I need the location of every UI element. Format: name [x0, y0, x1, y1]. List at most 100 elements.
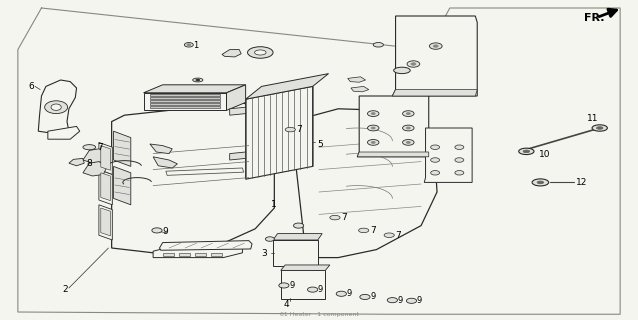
Text: 61 Heater   1 component: 61 Heater 1 component [279, 312, 359, 317]
Polygon shape [83, 162, 107, 176]
Ellipse shape [367, 140, 379, 145]
Polygon shape [114, 131, 131, 166]
Ellipse shape [597, 127, 603, 129]
Polygon shape [99, 142, 112, 174]
Ellipse shape [196, 79, 200, 81]
Ellipse shape [184, 43, 193, 47]
Text: 9: 9 [162, 227, 168, 236]
Ellipse shape [394, 67, 410, 74]
Text: 7: 7 [341, 213, 347, 222]
Ellipse shape [152, 228, 162, 233]
Ellipse shape [431, 171, 440, 175]
Ellipse shape [403, 125, 414, 131]
Polygon shape [246, 74, 329, 99]
Ellipse shape [384, 233, 394, 237]
Ellipse shape [431, 145, 440, 149]
Text: 11: 11 [587, 114, 598, 123]
Text: 6: 6 [28, 82, 34, 91]
Ellipse shape [279, 283, 289, 288]
Text: 1: 1 [271, 200, 277, 209]
Polygon shape [392, 90, 477, 96]
Ellipse shape [403, 140, 414, 145]
Polygon shape [101, 173, 110, 201]
Ellipse shape [285, 127, 295, 132]
Text: 1: 1 [193, 41, 198, 50]
Polygon shape [150, 94, 220, 96]
Text: 7: 7 [297, 125, 302, 134]
Ellipse shape [407, 61, 420, 67]
Polygon shape [351, 86, 369, 92]
Ellipse shape [193, 78, 203, 82]
Ellipse shape [51, 104, 61, 110]
Text: 10: 10 [539, 150, 551, 159]
Polygon shape [150, 103, 220, 105]
Ellipse shape [455, 158, 464, 162]
Ellipse shape [371, 113, 375, 115]
Polygon shape [211, 253, 222, 256]
Ellipse shape [455, 171, 464, 175]
Ellipse shape [455, 145, 464, 149]
Polygon shape [150, 144, 172, 154]
Polygon shape [99, 170, 112, 205]
Polygon shape [48, 126, 80, 139]
Ellipse shape [373, 43, 383, 47]
Polygon shape [83, 149, 107, 163]
Ellipse shape [387, 298, 397, 303]
Ellipse shape [293, 223, 304, 228]
Polygon shape [357, 96, 429, 157]
Ellipse shape [45, 101, 68, 114]
Polygon shape [424, 128, 472, 182]
Ellipse shape [431, 158, 440, 162]
Polygon shape [99, 205, 112, 240]
Text: 9: 9 [346, 289, 352, 298]
Text: 12: 12 [576, 178, 588, 187]
Text: 7: 7 [396, 231, 401, 240]
Polygon shape [246, 86, 313, 179]
Ellipse shape [367, 125, 379, 131]
Text: 9: 9 [370, 292, 375, 301]
Polygon shape [179, 253, 190, 256]
Polygon shape [226, 85, 246, 110]
Ellipse shape [367, 111, 379, 116]
Polygon shape [392, 16, 477, 96]
Ellipse shape [429, 43, 442, 49]
Polygon shape [166, 168, 244, 175]
Polygon shape [281, 265, 330, 270]
Polygon shape [273, 240, 318, 266]
Polygon shape [114, 166, 131, 205]
Polygon shape [144, 85, 246, 93]
Ellipse shape [406, 298, 417, 303]
Ellipse shape [371, 141, 375, 143]
Ellipse shape [592, 125, 607, 131]
Ellipse shape [411, 63, 416, 65]
Ellipse shape [537, 181, 544, 184]
Ellipse shape [330, 215, 340, 220]
Ellipse shape [248, 47, 273, 58]
Text: 7: 7 [97, 143, 103, 152]
Ellipse shape [308, 287, 318, 292]
Polygon shape [281, 270, 325, 299]
Ellipse shape [403, 111, 414, 116]
Text: 9: 9 [397, 296, 403, 305]
Polygon shape [153, 243, 242, 258]
Polygon shape [348, 77, 366, 82]
Polygon shape [163, 253, 174, 256]
Text: 5: 5 [318, 140, 323, 148]
Polygon shape [150, 100, 220, 102]
Polygon shape [144, 93, 226, 110]
Text: FR.: FR. [584, 12, 604, 23]
Polygon shape [230, 152, 246, 160]
Text: 9: 9 [318, 285, 323, 294]
Polygon shape [153, 157, 177, 168]
Text: 8: 8 [87, 159, 93, 168]
Polygon shape [38, 80, 77, 134]
Ellipse shape [519, 148, 534, 155]
Ellipse shape [532, 179, 549, 186]
Polygon shape [230, 107, 246, 115]
Ellipse shape [371, 127, 375, 129]
Text: 7: 7 [370, 226, 376, 235]
Text: 9: 9 [417, 296, 422, 305]
Ellipse shape [433, 45, 438, 47]
Ellipse shape [523, 150, 530, 153]
Polygon shape [273, 234, 322, 240]
